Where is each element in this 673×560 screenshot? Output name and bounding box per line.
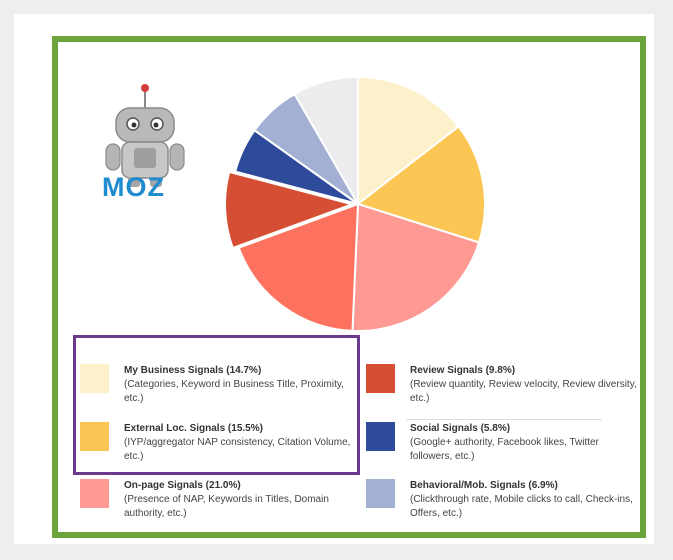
pie-slice-7 bbox=[293, 75, 359, 208]
legend-description: (Presence of NAP, Keywords in Titles, Do… bbox=[124, 494, 329, 519]
legend-description: (Google+ authority, Facebook likes, Twit… bbox=[410, 437, 599, 462]
legend-label: On-page Signals (21.0%) bbox=[124, 480, 241, 491]
legend-label: Review Signals (9.8%) bbox=[410, 365, 516, 376]
pie-slice-3 bbox=[237, 202, 360, 332]
legend-description: (Categories, Keyword in Business Title, … bbox=[124, 379, 344, 404]
moz-logo-wordmark: MOZ bbox=[102, 172, 165, 202]
legend-description: (IYP/aggregator NAP consistency, Citatio… bbox=[124, 437, 351, 462]
pie-slice-4 bbox=[224, 170, 356, 250]
legend-label: Social Signals (5.8%) bbox=[410, 423, 511, 434]
legend-description: (Clickthrough rate, Mobile clicks to cal… bbox=[410, 494, 633, 519]
chart-frame: MOZ My Business Signals (14.7%) (Categor… bbox=[52, 36, 646, 538]
legend-swatch bbox=[80, 364, 109, 393]
legend-divider bbox=[406, 419, 602, 420]
legend-swatch bbox=[80, 422, 109, 451]
legend-label: My Business Signals (14.7%) bbox=[124, 365, 262, 376]
highlight-box bbox=[73, 335, 360, 475]
legend-swatch bbox=[366, 364, 395, 393]
legend-swatch bbox=[80, 479, 109, 508]
legend-label: External Loc. Signals (15.5%) bbox=[124, 423, 263, 434]
pie-slice-2 bbox=[351, 202, 481, 332]
page-background: MOZ My Business Signals (14.7%) (Categor… bbox=[14, 14, 654, 544]
legend-swatch bbox=[366, 422, 395, 451]
pie-chart bbox=[224, 75, 486, 332]
pie-slice-0 bbox=[357, 75, 461, 207]
moz-robot-icon bbox=[105, 84, 185, 187]
legend-description: (Review quantity, Review velocity, Revie… bbox=[410, 379, 637, 404]
legend-label: Behavioral/Mob. Signals (6.9%) bbox=[410, 480, 558, 491]
legend-swatch bbox=[366, 479, 395, 508]
